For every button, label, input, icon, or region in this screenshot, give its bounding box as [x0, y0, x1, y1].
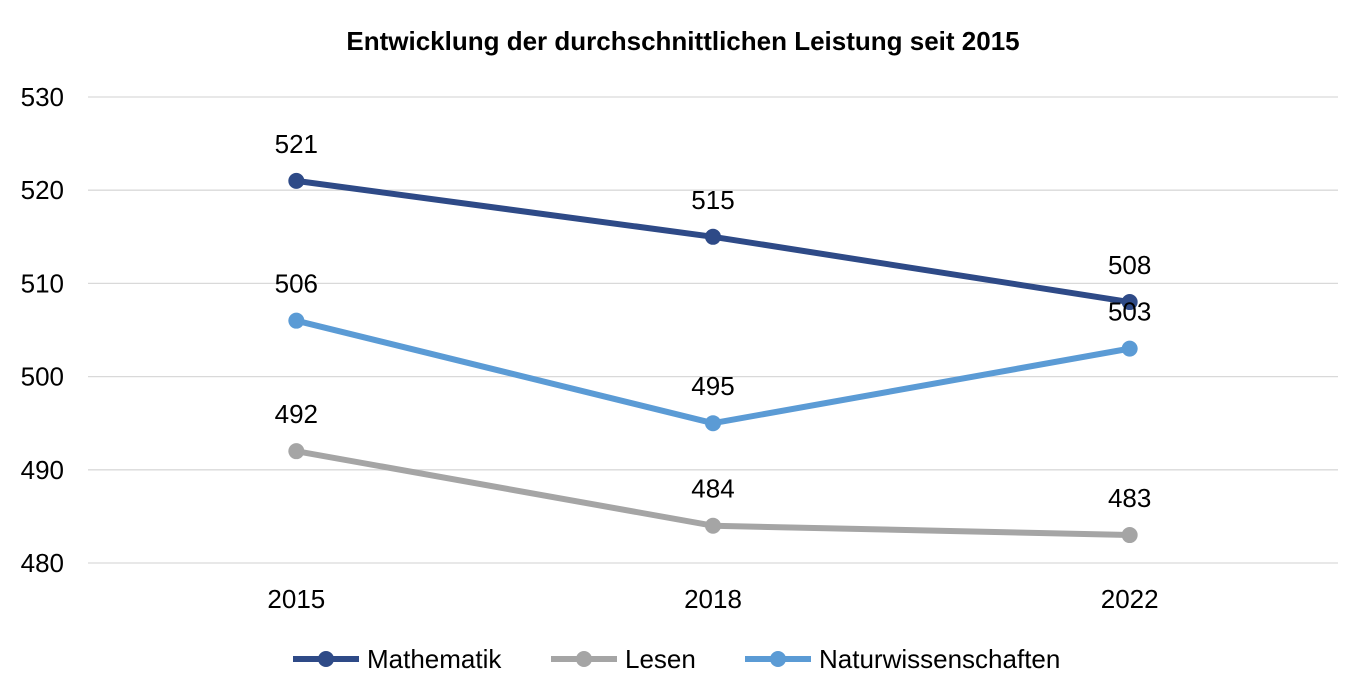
data-point	[705, 415, 721, 432]
legend-swatch-marker	[576, 651, 592, 667]
data-label: 521	[275, 129, 318, 159]
x-tick-label: 2015	[267, 584, 325, 614]
data-point	[705, 517, 721, 534]
legend-item: Naturwissenschaften	[745, 644, 1060, 674]
x-tick-label: 2018	[684, 584, 742, 614]
y-tick-label: 530	[21, 82, 64, 112]
y-tick-label: 480	[21, 548, 64, 578]
legend-label: Lesen	[625, 644, 696, 674]
data-point	[705, 228, 721, 245]
data-label: 506	[275, 269, 318, 299]
data-label: 515	[691, 185, 734, 215]
data-point	[1121, 340, 1138, 357]
series-lesen	[288, 443, 1138, 544]
y-tick-label: 500	[21, 362, 64, 392]
data-labels: 521 515 508 492 484 483 506 495 503	[275, 129, 1152, 513]
data-label: 503	[1108, 297, 1151, 327]
data-point	[288, 443, 305, 460]
legend-label: Naturwissenschaften	[819, 644, 1060, 674]
legend-swatch-marker	[318, 651, 334, 667]
y-tick-label: 490	[21, 455, 64, 485]
data-point	[1121, 527, 1138, 544]
legend: Mathematik Lesen Naturwissenschaften	[293, 644, 1060, 674]
data-point	[1121, 294, 1138, 311]
x-axis-ticks: 2015 2018 2022	[267, 584, 1158, 614]
series-lines	[288, 172, 1138, 544]
data-label: 508	[1108, 250, 1151, 280]
data-label: 483	[1108, 483, 1151, 513]
y-tick-label: 510	[21, 268, 64, 298]
data-point	[288, 172, 305, 189]
data-label: 495	[691, 371, 734, 401]
data-label: 492	[275, 399, 318, 429]
grid-lines	[88, 96, 1338, 564]
data-label: 484	[691, 474, 734, 504]
legend-label: Mathematik	[367, 644, 502, 674]
legend-item: Lesen	[551, 644, 696, 674]
y-tick-label: 520	[21, 175, 64, 205]
legend-swatch-marker	[770, 651, 786, 667]
y-axis-ticks: 480 490 500 510 520 530	[21, 82, 64, 578]
chart-title: Entwicklung der durchschnittlichen Leist…	[346, 26, 1019, 56]
x-tick-label: 2022	[1101, 584, 1159, 614]
legend-item: Mathematik	[293, 644, 502, 674]
series-naturwissenschaften	[288, 312, 1138, 432]
data-point	[288, 312, 305, 329]
series-mathematik	[288, 172, 1138, 311]
